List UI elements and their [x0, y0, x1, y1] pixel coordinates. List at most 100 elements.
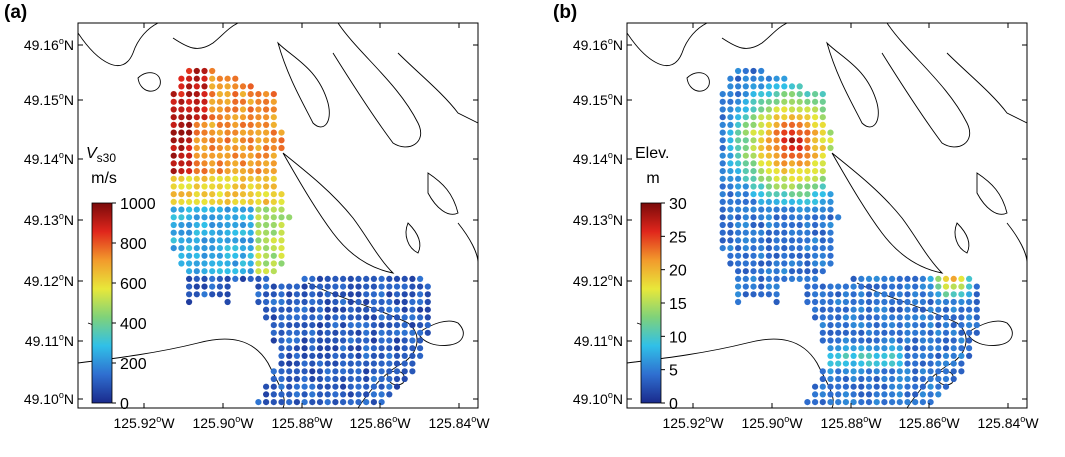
map-point — [827, 221, 834, 229]
map-point — [758, 83, 765, 90]
map-point — [178, 260, 185, 267]
map-point — [819, 214, 826, 221]
map-point — [224, 198, 231, 205]
map-point — [386, 329, 393, 336]
map-point — [735, 152, 742, 159]
map-point — [193, 121, 200, 128]
map-point — [386, 322, 393, 329]
map-point — [232, 144, 239, 152]
map-point — [788, 214, 796, 221]
map-point — [239, 183, 247, 190]
map-point — [819, 375, 826, 383]
map-point — [424, 283, 431, 290]
map-point — [409, 368, 416, 375]
map-point — [973, 298, 980, 306]
map-point — [727, 260, 734, 267]
map-point — [873, 360, 880, 367]
map-point — [378, 352, 385, 359]
map-point — [865, 314, 873, 321]
map-point — [186, 121, 193, 128]
map-point — [919, 383, 926, 390]
map-point — [858, 383, 865, 390]
map-point — [247, 91, 254, 98]
map-point — [232, 183, 239, 190]
map-point — [255, 214, 262, 221]
map-point — [363, 298, 370, 306]
map-point — [750, 237, 757, 244]
map-point — [935, 329, 942, 336]
coastline-12 — [307, 282, 418, 408]
map-frame — [626, 22, 1028, 409]
map-point — [186, 221, 193, 229]
colorbar-tick-label: 30 — [669, 196, 687, 213]
map-point — [804, 298, 811, 306]
map-point — [170, 175, 177, 182]
map-point — [340, 275, 347, 282]
map-point — [819, 206, 826, 213]
coastline-10 — [78, 338, 285, 408]
map-point — [401, 322, 408, 329]
map-point — [255, 221, 262, 229]
coastline-12 — [856, 282, 967, 408]
map-point — [278, 206, 285, 213]
map-point — [812, 214, 819, 221]
map-point — [850, 275, 857, 282]
map-point — [263, 268, 270, 275]
map-point — [788, 98, 796, 105]
map-point — [927, 283, 934, 290]
map-point — [758, 160, 765, 167]
map-point — [186, 183, 193, 190]
map-point — [750, 283, 757, 290]
map-point — [409, 345, 416, 352]
map-point — [209, 183, 216, 190]
map-point — [370, 275, 377, 282]
map-point — [935, 291, 942, 298]
map-point — [788, 237, 796, 244]
map-point — [804, 191, 811, 198]
map-point — [386, 352, 393, 359]
map-point — [889, 291, 896, 298]
map-point — [742, 221, 749, 229]
map-point — [178, 83, 185, 90]
map-point — [209, 268, 216, 275]
map-point — [232, 137, 239, 144]
map-point — [278, 291, 285, 298]
map-point — [758, 245, 765, 252]
map-point — [270, 214, 277, 221]
map-point — [255, 114, 262, 121]
map-point — [247, 121, 254, 128]
map-point — [719, 229, 726, 236]
map-point — [263, 144, 270, 152]
map-point — [270, 221, 277, 229]
map-point — [209, 198, 216, 205]
map-point — [765, 114, 772, 121]
map-point — [263, 298, 270, 306]
map-point — [193, 152, 200, 159]
map-point — [735, 275, 742, 282]
map-point — [773, 114, 780, 121]
map-point — [186, 137, 193, 144]
map-point — [270, 283, 277, 290]
map-point — [378, 360, 385, 367]
map-point — [742, 75, 749, 82]
map-point — [263, 98, 270, 105]
map-point — [186, 144, 193, 152]
map-point — [170, 245, 177, 252]
map-point — [378, 298, 385, 306]
map-point — [239, 121, 247, 128]
map-point — [417, 345, 424, 352]
map-point — [270, 129, 277, 136]
map-point — [896, 329, 903, 336]
map-point — [765, 137, 772, 144]
map-point — [835, 291, 842, 298]
map-point — [889, 337, 896, 344]
map-point — [232, 175, 239, 182]
map-point — [865, 283, 873, 290]
coastline-10 — [627, 338, 834, 408]
map-point — [332, 352, 339, 359]
map-point — [719, 144, 726, 152]
map-point — [727, 214, 734, 221]
map-point — [309, 337, 316, 344]
map-point — [255, 191, 262, 198]
map-point — [393, 291, 401, 298]
